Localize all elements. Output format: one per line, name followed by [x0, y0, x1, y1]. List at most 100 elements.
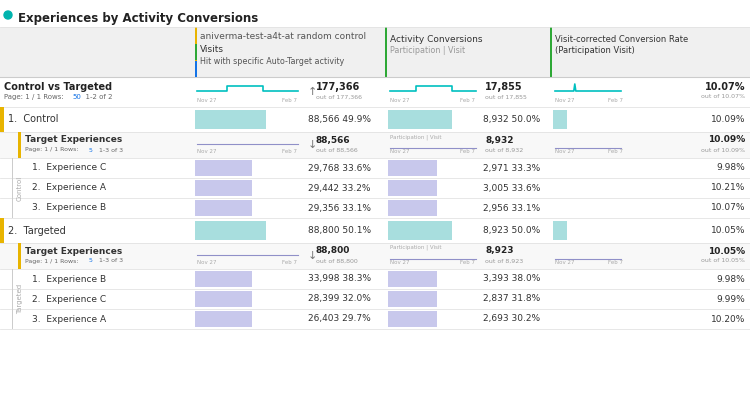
Bar [195, 44, 197, 60]
Text: out of 17,855: out of 17,855 [485, 94, 526, 100]
Text: 10.21%: 10.21% [711, 183, 745, 193]
Text: 1.  Experience B: 1. Experience B [32, 274, 106, 283]
Bar [388, 160, 437, 176]
Bar [0, 289, 750, 309]
Text: Target Experiences: Target Experiences [25, 247, 122, 256]
Bar [0, 132, 750, 158]
Text: Feb 7: Feb 7 [282, 260, 297, 265]
Text: 88,566: 88,566 [316, 135, 350, 145]
Text: 88,566 49.9%: 88,566 49.9% [308, 115, 371, 124]
Bar [388, 291, 437, 307]
Text: 1-2 of 2: 1-2 of 2 [81, 94, 112, 100]
Text: 28,399 32.0%: 28,399 32.0% [308, 295, 371, 303]
Text: 10.07%: 10.07% [704, 82, 745, 92]
Text: 9.99%: 9.99% [716, 295, 745, 303]
Text: Control vs Targeted: Control vs Targeted [4, 82, 112, 92]
Bar [388, 271, 437, 287]
Text: 29,768 33.6%: 29,768 33.6% [308, 164, 371, 172]
Text: 2,693 30.2%: 2,693 30.2% [483, 314, 540, 324]
Text: out of 8,932: out of 8,932 [485, 147, 524, 152]
Text: out of 88,566: out of 88,566 [316, 147, 358, 152]
Text: Feb 7: Feb 7 [460, 149, 475, 154]
Bar [385, 27, 387, 77]
Bar [195, 200, 252, 216]
Bar [195, 110, 266, 129]
Text: Visits: Visits [200, 45, 224, 54]
Text: aniverma-test-a4t-at random control: aniverma-test-a4t-at random control [200, 32, 366, 41]
Bar [550, 27, 552, 77]
Text: out of 8,923: out of 8,923 [485, 258, 524, 264]
Text: Participation | Visit: Participation | Visit [390, 245, 442, 251]
Text: Nov 27: Nov 27 [555, 149, 574, 154]
Text: Nov 27: Nov 27 [555, 98, 574, 103]
Text: Feb 7: Feb 7 [608, 98, 623, 103]
Text: out of 177,366: out of 177,366 [316, 94, 362, 100]
Text: Nov 27: Nov 27 [555, 260, 574, 265]
Bar [195, 271, 252, 287]
Text: Feb 7: Feb 7 [608, 260, 623, 265]
Bar [0, 27, 750, 77]
Bar [0, 107, 4, 132]
Text: Target Experiences: Target Experiences [25, 135, 122, 145]
Text: 2.  Experience C: 2. Experience C [32, 295, 106, 303]
Text: 2.  Experience A: 2. Experience A [32, 183, 106, 193]
Text: 8,923: 8,923 [485, 247, 514, 256]
Text: 5: 5 [89, 147, 93, 152]
Text: 8,923 50.0%: 8,923 50.0% [483, 226, 540, 235]
Text: 3.  Experience A: 3. Experience A [32, 314, 106, 324]
Text: 10.09%: 10.09% [710, 115, 745, 124]
Bar [12, 158, 13, 218]
Text: Feb 7: Feb 7 [460, 260, 475, 265]
Text: out of 10.07%: out of 10.07% [701, 94, 745, 100]
Bar [0, 269, 750, 289]
Bar [553, 110, 567, 129]
Bar [388, 180, 437, 196]
Text: 8,932 50.0%: 8,932 50.0% [483, 115, 540, 124]
Text: Nov 27: Nov 27 [390, 98, 410, 103]
Text: 3,005 33.6%: 3,005 33.6% [483, 183, 540, 193]
Text: Nov 27: Nov 27 [197, 149, 217, 154]
Text: 1.  Control: 1. Control [8, 114, 58, 125]
Text: 10.05%: 10.05% [708, 247, 745, 256]
Bar [0, 218, 750, 243]
Text: 1-3 of 3: 1-3 of 3 [95, 147, 123, 152]
Text: 2.  Targeted: 2. Targeted [8, 226, 66, 235]
Text: 26,403 29.7%: 26,403 29.7% [308, 314, 371, 324]
Text: 2,837 31.8%: 2,837 31.8% [483, 295, 540, 303]
Text: 10.20%: 10.20% [711, 314, 745, 324]
Text: 9.98%: 9.98% [716, 274, 745, 283]
Text: 33,998 38.3%: 33,998 38.3% [308, 274, 371, 283]
Text: 1.  Experience C: 1. Experience C [32, 164, 106, 172]
Text: out of 88,800: out of 88,800 [316, 258, 358, 264]
Text: Participation | Visit: Participation | Visit [390, 46, 465, 55]
Bar [388, 311, 437, 327]
Text: Feb 7: Feb 7 [282, 149, 297, 154]
Bar [195, 61, 197, 77]
Bar [195, 291, 252, 307]
Text: 9.98%: 9.98% [716, 164, 745, 172]
Text: 177,366: 177,366 [316, 82, 360, 92]
Text: Nov 27: Nov 27 [197, 260, 217, 265]
Text: Page: 1 / 1 Rows:: Page: 1 / 1 Rows: [25, 258, 80, 264]
Text: 3,393 38.0%: 3,393 38.0% [483, 274, 540, 283]
Bar [18, 132, 21, 158]
Text: Participation | Visit: Participation | Visit [390, 134, 442, 139]
Text: Visit-corrected Conversion Rate: Visit-corrected Conversion Rate [555, 35, 688, 44]
Bar [0, 198, 750, 218]
Bar [0, 158, 750, 178]
Bar [388, 221, 452, 240]
Text: ↑: ↑ [308, 87, 317, 97]
Text: Feb 7: Feb 7 [282, 98, 297, 103]
Text: Nov 27: Nov 27 [390, 149, 410, 154]
Bar [12, 269, 13, 329]
Text: 2,971 33.3%: 2,971 33.3% [483, 164, 540, 172]
Bar [195, 221, 266, 240]
Text: Activity Conversions: Activity Conversions [390, 35, 482, 44]
Bar [195, 27, 197, 77]
Text: 10.05%: 10.05% [710, 226, 745, 235]
Text: ↓: ↓ [308, 251, 317, 261]
Text: 8,932: 8,932 [485, 135, 514, 145]
Text: 5: 5 [89, 258, 93, 264]
Text: Page: 1 / 1 Rows:: Page: 1 / 1 Rows: [4, 94, 66, 100]
Bar [0, 218, 4, 243]
